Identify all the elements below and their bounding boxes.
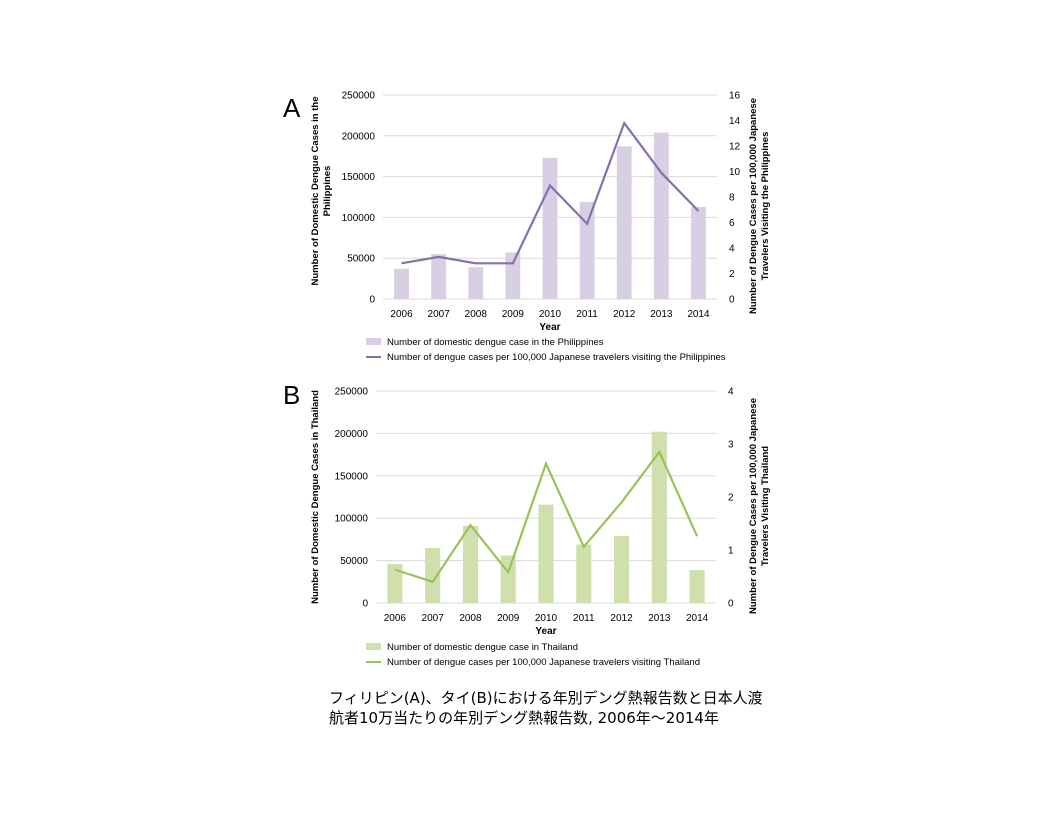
thailand-y2-tick-label: 1 bbox=[728, 546, 734, 557]
philippines-x-tick-label: 2013 bbox=[650, 309, 673, 320]
chart-thailand: 0 50000 100000 150000 200000 250000 0 1 2 3 4 2006 2… bbox=[310, 387, 771, 669]
philippines-legend-bar-swatch bbox=[366, 338, 381, 345]
thailand-bar bbox=[538, 504, 554, 603]
thailand-x-tick-label: 2011 bbox=[573, 613, 595, 624]
thailand-y-tick-label: 0 bbox=[362, 599, 368, 610]
thailand-bar bbox=[651, 431, 667, 603]
thailand-bar bbox=[689, 569, 705, 603]
philippines-x-tick-label: 2014 bbox=[687, 309, 710, 320]
thailand-legend-bar-swatch bbox=[366, 643, 381, 650]
thailand-y2-axis-title: Travelers Visiting Thailand bbox=[760, 446, 771, 566]
philippines-x-tick-label: 2011 bbox=[576, 309, 598, 320]
philippines-legend-line-label: Number of dengue cases per 100,000 Japan… bbox=[387, 352, 726, 363]
philippines-y-tick-label: 150000 bbox=[342, 172, 376, 183]
philippines-x-tick-label: 2006 bbox=[390, 309, 413, 320]
philippines-y2-tick-label: 4 bbox=[729, 244, 735, 255]
thailand-y2-tick-label: 0 bbox=[728, 599, 734, 610]
thailand-bar bbox=[387, 563, 403, 603]
thailand-y2-tick-label: 2 bbox=[728, 493, 734, 504]
philippines-x-axis-title: Year bbox=[539, 322, 560, 333]
philippines-y2-axis-title: Travelers Visiting the Philippines bbox=[760, 132, 771, 281]
thailand-x-axis-title: Year bbox=[535, 626, 556, 637]
thailand-y-tick-label: 100000 bbox=[335, 514, 369, 525]
philippines-x-tick-label: 2009 bbox=[502, 309, 525, 320]
thailand-legend-line-label: Number of dengue cases per 100,000 Japan… bbox=[387, 657, 700, 668]
thailand-x-tick-label: 2014 bbox=[686, 613, 709, 624]
figure-caption: フィリピン(A)、タイ(B)における年別デング熱報告数と日本人渡 航者10万当た… bbox=[329, 688, 789, 728]
thailand-y-tick-label: 200000 bbox=[335, 429, 369, 440]
philippines-bar bbox=[653, 132, 669, 299]
philippines-y-axis-title: Philippines bbox=[322, 166, 333, 217]
thailand-bar bbox=[500, 555, 516, 603]
philippines-y2-axis-title: Number of Dengue Cases per 100,000 Japan… bbox=[748, 98, 759, 314]
thailand-y2-tick-label: 4 bbox=[728, 387, 734, 398]
philippines-y-tick-label: 50000 bbox=[347, 254, 375, 265]
philippines-y2-tick-label: 2 bbox=[729, 269, 735, 280]
philippines-y2-tick-label: 16 bbox=[729, 91, 741, 102]
thailand-y-tick-label: 250000 bbox=[335, 387, 369, 398]
philippines-bar bbox=[579, 201, 595, 299]
philippines-y2-tick-label: 10 bbox=[729, 167, 741, 178]
panel-label-a: A bbox=[283, 93, 301, 123]
caption-line-1: フィリピン(A)、タイ(B)における年別デング熱報告数と日本人渡 bbox=[329, 689, 763, 707]
philippines-x-tick-label: 2012 bbox=[613, 309, 636, 320]
thailand-y-axis-title: Number of Domestic Dengue Cases in Thail… bbox=[310, 390, 321, 604]
thailand-legend-bar-label: Number of domestic dengue case in Thaila… bbox=[387, 642, 578, 653]
thailand-y2-axis-title: Number of Dengue Cases per 100,000 Japan… bbox=[748, 398, 759, 614]
philippines-x-tick-label: 2010 bbox=[539, 309, 562, 320]
thailand-bar bbox=[614, 536, 630, 603]
chart-philippines: 0 50000 100000 150000 200000 250000 0 2 4 6 8 10 12 1… bbox=[310, 91, 771, 364]
philippines-y-tick-label: 0 bbox=[369, 295, 375, 306]
philippines-bar bbox=[616, 146, 632, 299]
thailand-x-tick-label: 2010 bbox=[535, 613, 558, 624]
thailand-bar bbox=[425, 547, 441, 603]
thailand-x-tick-label: 2012 bbox=[610, 613, 633, 624]
philippines-bar bbox=[691, 206, 706, 299]
philippines-y-tick-label: 250000 bbox=[342, 91, 376, 102]
thailand-bar bbox=[576, 544, 592, 603]
philippines-x-tick-label: 2007 bbox=[428, 309, 451, 320]
caption-line-2: 航者10万当たりの年別デング熱報告数, 2006年～2014年 bbox=[329, 709, 719, 727]
thailand-bar bbox=[462, 525, 478, 603]
philippines-bar bbox=[394, 268, 409, 299]
philippines-y-tick-label: 200000 bbox=[342, 131, 376, 142]
philippines-legend-bar-label: Number of domestic dengue case in the Ph… bbox=[387, 337, 604, 348]
philippines-y-axis-title: Number of Domestic Dengue Cases in the bbox=[310, 97, 321, 286]
thailand-x-tick-label: 2009 bbox=[497, 613, 520, 624]
thailand-x-tick-label: 2013 bbox=[648, 613, 671, 624]
philippines-y-tick-label: 100000 bbox=[342, 213, 376, 224]
thailand-y-tick-label: 50000 bbox=[340, 556, 368, 567]
philippines-y2-tick-label: 0 bbox=[729, 295, 735, 306]
thailand-y-tick-label: 150000 bbox=[335, 471, 369, 482]
thailand-x-tick-label: 2007 bbox=[422, 613, 445, 624]
philippines-bar bbox=[431, 254, 447, 299]
thailand-x-tick-label: 2006 bbox=[384, 613, 407, 624]
philippines-x-tick-label: 2008 bbox=[465, 309, 488, 320]
philippines-y2-tick-label: 6 bbox=[729, 218, 735, 229]
philippines-y2-tick-label: 8 bbox=[729, 193, 735, 204]
panel-label-b: B bbox=[283, 380, 301, 410]
philippines-y2-tick-label: 12 bbox=[729, 142, 741, 153]
philippines-y2-tick-label: 14 bbox=[729, 116, 741, 127]
thailand-x-tick-label: 2008 bbox=[459, 613, 482, 624]
philippines-bar bbox=[468, 267, 484, 299]
thailand-y2-tick-label: 3 bbox=[728, 440, 734, 451]
